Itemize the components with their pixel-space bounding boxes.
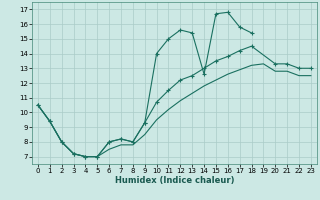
X-axis label: Humidex (Indice chaleur): Humidex (Indice chaleur) bbox=[115, 176, 234, 185]
